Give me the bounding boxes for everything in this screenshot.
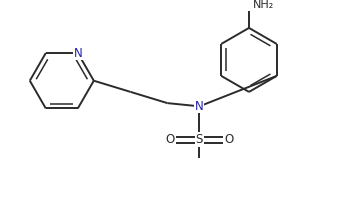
Text: NH₂: NH₂	[253, 0, 274, 9]
Text: S: S	[196, 133, 203, 146]
Text: O: O	[224, 133, 234, 146]
Text: N: N	[195, 100, 204, 113]
Text: N: N	[73, 46, 82, 60]
Text: O: O	[165, 133, 174, 146]
